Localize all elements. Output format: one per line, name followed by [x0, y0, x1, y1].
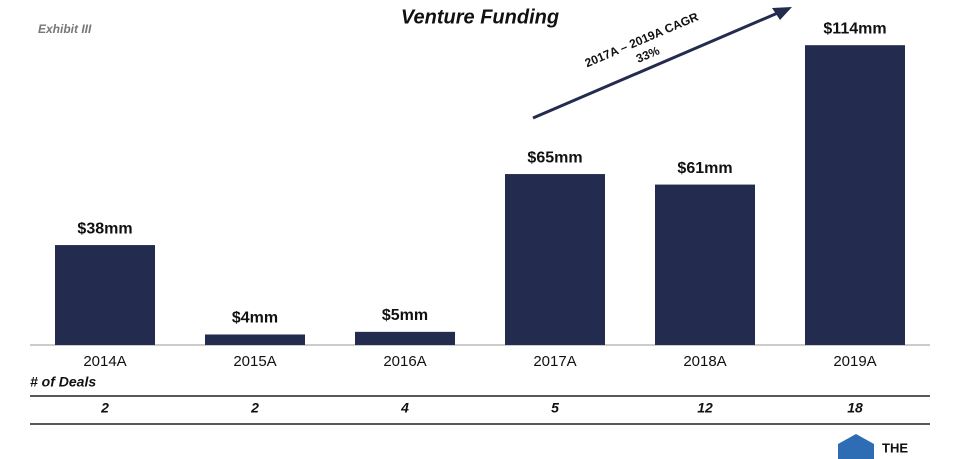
x-tick-label: 2017A [533, 353, 576, 370]
bar [805, 45, 905, 346]
logo-icon [838, 434, 874, 459]
annotation: 2017A – 2019A CAGR 33% [583, 9, 701, 70]
deal-count: 2 [250, 400, 259, 416]
value-label: $114mm [823, 20, 886, 37]
bar [505, 174, 605, 345]
bar [655, 184, 755, 345]
value-label: $5mm [382, 307, 428, 324]
exhibit-label: Exhibit III [38, 22, 92, 36]
x-tick-label: 2019A [833, 353, 876, 370]
value-label: $4mm [232, 310, 278, 327]
value-label: $38mm [77, 220, 132, 237]
deals-label: # of Deals [30, 374, 96, 390]
deal-count: 4 [400, 400, 409, 416]
x-tick-label: 2014A [83, 353, 126, 370]
value-label: $61mm [677, 160, 732, 177]
x-tick-label: 2016A [383, 353, 426, 370]
bar [205, 334, 305, 345]
deal-count: 12 [697, 400, 713, 416]
arrow-head [772, 7, 792, 20]
deal-count: 18 [847, 400, 863, 416]
x-tick-label: 2018A [683, 353, 726, 370]
bar [55, 245, 155, 345]
deal-count: 2 [100, 400, 109, 416]
logo-text: THE [882, 440, 908, 455]
bar [355, 331, 455, 345]
value-label: $65mm [527, 149, 582, 166]
deal-count: 5 [551, 400, 559, 416]
x-tick-label: 2015A [233, 353, 276, 370]
arrow-shaft [532, 10, 781, 120]
chart-title: Venture Funding [401, 6, 559, 28]
